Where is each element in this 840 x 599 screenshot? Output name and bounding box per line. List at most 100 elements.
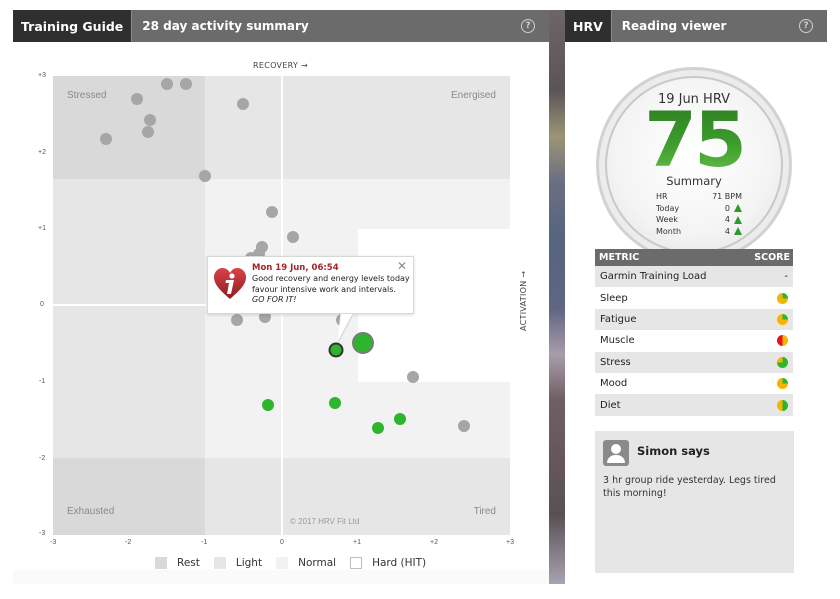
trend-up-icon [734,227,742,236]
panel-footer [13,570,549,584]
data-point[interactable] [130,92,143,105]
data-point[interactable] [231,314,244,327]
legend-item-normal[interactable]: Normal [276,557,336,569]
gauge-summary-label: Summary [666,174,722,188]
data-point[interactable] [143,113,156,126]
data-point[interactable] [372,421,385,434]
column-header-score: SCORE [754,252,790,263]
data-point[interactable] [336,314,349,327]
summary-value: 71 BPM [712,192,742,202]
y-tick: -3 [39,530,46,537]
table-row[interactable]: Muscle [595,330,793,351]
x-tick: +3 [506,539,514,546]
summary-value: 4 [724,226,730,236]
gauge-summary-rows: HR 71 BPM Today 0 Week 4 Month 4 [656,191,742,237]
score-pie-icon [777,335,788,347]
tooltip-title: Mon 19 Jun, 06:54 [252,263,339,273]
selected-data-point[interactable] [351,331,374,354]
data-point[interactable] [328,342,344,358]
panel-divider [549,10,565,584]
data-point[interactable] [286,231,299,244]
summary-label: Today [656,203,680,213]
panel-subtitle: Reading viewer [621,19,727,33]
tooltip-message: Good recovery and energy levels today fa… [252,274,410,294]
simon-says-card: Simon says 3 hr group ride yesterday. Le… [595,431,794,573]
hrv-heart-info-icon [214,268,246,299]
table-row[interactable]: Stress [595,351,793,373]
metric-label: Muscle [600,335,635,347]
table-row[interactable]: Mood [595,373,793,394]
x-tick: -2 [125,539,132,546]
legend-item-rest[interactable]: Rest [155,557,200,569]
x-tick: +1 [353,539,361,546]
summary-row-week: Week 4 [656,214,742,226]
data-point[interactable] [237,98,250,111]
y-axis-title: ACTIVATION → [519,270,528,331]
y-tick: -1 [39,378,46,385]
hrv-header: HRV Reading viewer ? [565,10,827,42]
metric-label: Fatigue [600,313,637,325]
y-tick: -2 [39,455,46,462]
zone-rest-top [53,76,205,179]
data-point[interactable] [407,370,420,383]
reading-tooltip: Mon 19 Jun, 06:54 Good recovery and ener… [207,256,414,342]
data-point[interactable] [180,77,193,90]
gauge-title: 19 Jun HRV [599,92,789,107]
table-row[interactable]: Fatigue [595,308,793,331]
summary-value: 0 [724,203,730,213]
column-header-metric: METRIC [599,252,640,263]
scatter-plot: Stressed Energised Exhausted Tired © 201… [53,76,510,535]
data-point[interactable] [199,170,212,183]
close-icon[interactable]: ✕ [396,259,407,273]
tooltip-emphasis: GO FOR IT! [252,295,297,304]
data-point[interactable] [393,412,406,425]
training-guide-header: Training Guide 28 day activity summary ? [13,10,549,42]
y-tick: +2 [38,149,46,156]
summary-label: Month [656,226,682,236]
metric-score-table: METRIC SCORE Garmin Training Load - Slee… [595,249,793,416]
score-pie-icon [777,313,788,325]
legend-label: Normal [298,557,337,569]
says-title: Simon says [637,444,710,458]
x-tick: -1 [201,539,208,546]
quadrant-label-energised: Energised [450,90,496,101]
table-row[interactable]: Diet [595,394,793,416]
panel-subtitle: 28 day activity summary [142,19,309,33]
metric-label: Sleep [600,292,628,304]
legend-swatch-normal [276,557,289,569]
legend-swatch-hard [350,557,363,569]
help-icon[interactable]: ? [521,19,535,33]
summary-row-hr: HR 71 BPM [656,191,742,203]
quadrant-label-stressed: Stressed [67,90,107,101]
quadrant-label-tired: Tired [473,506,496,517]
score-pie-icon [777,399,788,411]
summary-label: Week [656,215,678,225]
legend-swatch-rest [155,557,167,569]
metric-label: Stress [600,356,631,368]
table-row[interactable]: Garmin Training Load - [595,266,793,288]
tab-training-guide[interactable]: Training Guide [13,10,133,42]
table-row[interactable]: Sleep [595,287,793,308]
tab-hrv[interactable]: HRV [565,10,612,42]
help-icon[interactable]: ? [799,19,813,33]
legend-swatch-light [213,557,226,569]
metric-label: Diet [600,399,621,411]
data-point[interactable] [328,397,341,410]
legend-item-hard[interactable]: Hard (HIT) [350,557,426,569]
data-point[interactable] [261,398,274,411]
quadrant-label-exhausted: Exhausted [67,506,115,517]
says-message: 3 hr group ride yesterday. Legs tired th… [603,475,776,499]
table-header: METRIC SCORE [595,249,793,266]
data-point[interactable] [142,125,155,138]
data-point[interactable] [458,419,471,432]
tooltip-body: Good recovery and energy levels today fa… [252,274,412,306]
hrv-reading-panel: HRV Reading viewer ? 19 Jun HRV 75 Summa… [565,10,827,584]
data-point[interactable] [100,133,113,146]
data-point[interactable] [161,77,174,90]
score-pie-icon [777,292,788,304]
hrv-score-gauge: 19 Jun HRV 75 Summary HR 71 BPM Today 0 … [596,67,792,263]
data-point[interactable] [266,206,279,219]
x-tick: 0 [280,539,284,546]
legend-item-light[interactable]: Light [213,557,262,569]
